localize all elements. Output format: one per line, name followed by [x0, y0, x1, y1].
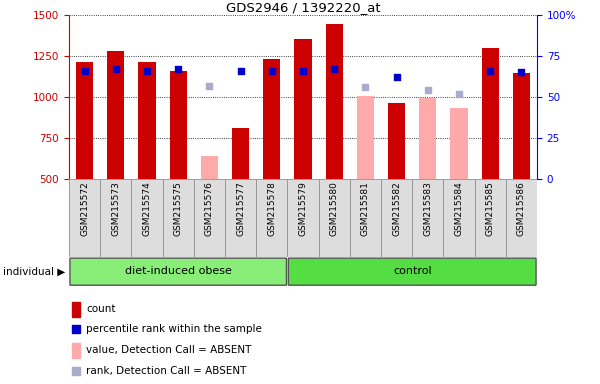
FancyBboxPatch shape [70, 258, 286, 285]
Text: GSM215576: GSM215576 [205, 181, 214, 236]
Bar [350, 179, 381, 257]
Title: GDS2946 / 1392220_at: GDS2946 / 1392220_at [226, 1, 380, 14]
Text: GSM215572: GSM215572 [80, 181, 89, 236]
Text: rank, Detection Call = ABSENT: rank, Detection Call = ABSENT [86, 366, 247, 376]
Text: GSM215581: GSM215581 [361, 181, 370, 236]
Bar [72, 343, 80, 358]
Bar [225, 179, 256, 257]
Bar [419, 98, 436, 179]
Text: GSM215584: GSM215584 [455, 181, 464, 236]
Text: count: count [86, 304, 116, 314]
Bar [72, 302, 80, 317]
Point [298, 68, 308, 74]
Text: GSM215586: GSM215586 [517, 181, 526, 236]
Bar [513, 73, 530, 179]
Text: diet-induced obese: diet-induced obese [125, 266, 232, 276]
Point [392, 74, 401, 81]
Bar [139, 62, 155, 179]
Bar [381, 179, 412, 257]
Bar [107, 51, 124, 179]
Bar [201, 156, 218, 179]
Bar [131, 179, 163, 257]
Point [71, 326, 81, 332]
Point [267, 68, 277, 74]
Text: GSM215575: GSM215575 [174, 181, 182, 236]
Bar [170, 71, 187, 179]
Text: GSM215574: GSM215574 [143, 181, 151, 236]
Bar [295, 39, 311, 179]
Point [517, 70, 526, 76]
Point [173, 66, 183, 72]
Bar [256, 179, 287, 257]
Point [142, 68, 152, 74]
Text: GSM215573: GSM215573 [112, 181, 120, 236]
Bar [388, 104, 405, 179]
Point [423, 88, 433, 94]
Bar [287, 179, 319, 257]
Bar [412, 179, 443, 257]
Text: control: control [393, 266, 431, 276]
Text: value, Detection Call = ABSENT: value, Detection Call = ABSENT [86, 345, 251, 355]
Point [80, 68, 89, 74]
Bar [163, 179, 194, 257]
Text: GSM215577: GSM215577 [236, 181, 245, 236]
Text: GSM215578: GSM215578 [267, 181, 276, 236]
Bar [100, 179, 131, 257]
Bar [194, 179, 225, 257]
Point [361, 84, 370, 90]
Bar [232, 128, 249, 179]
Point [454, 91, 464, 97]
Bar [482, 48, 499, 179]
Text: individual ▶: individual ▶ [3, 266, 65, 277]
Bar [357, 96, 374, 179]
Bar [326, 23, 343, 179]
Bar [475, 179, 506, 257]
Text: GSM215579: GSM215579 [299, 181, 308, 236]
Bar [263, 60, 280, 179]
Bar [319, 179, 350, 257]
Text: GSM215582: GSM215582 [392, 181, 401, 236]
Bar [451, 108, 467, 179]
Bar [69, 179, 100, 257]
Text: GSM215580: GSM215580 [330, 181, 338, 236]
Point [71, 367, 81, 374]
Bar [443, 179, 475, 257]
Bar [76, 62, 93, 179]
Bar [506, 179, 537, 257]
FancyBboxPatch shape [289, 258, 536, 285]
Point [485, 68, 495, 74]
Text: GSM215585: GSM215585 [485, 181, 494, 236]
Point [329, 66, 339, 72]
Point [236, 68, 245, 74]
Point [111, 66, 121, 72]
Text: GSM215583: GSM215583 [424, 181, 432, 236]
Text: percentile rank within the sample: percentile rank within the sample [86, 324, 262, 334]
Point [205, 83, 214, 89]
